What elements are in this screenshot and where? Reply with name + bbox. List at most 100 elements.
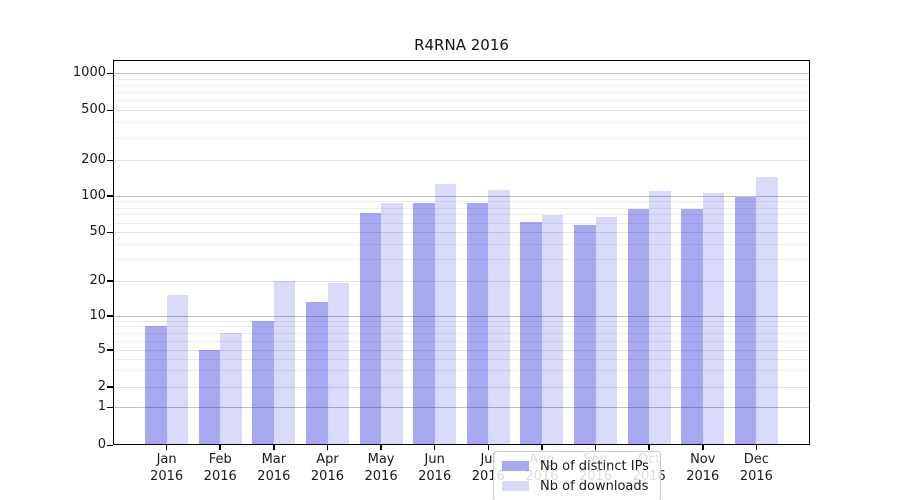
grid-line xyxy=(113,315,810,317)
bar-layer xyxy=(113,60,810,445)
grid-line xyxy=(113,222,810,224)
bar-distinct-ips xyxy=(520,221,542,445)
x-axis-tick-mark xyxy=(487,445,490,450)
x-axis-tick-mark xyxy=(433,445,436,450)
x-axis-tick-label: Dec 2016 xyxy=(739,452,773,484)
bar-distinct-ips xyxy=(252,320,274,445)
y-axis-tick-mark xyxy=(107,315,113,317)
bar-distinct-ips xyxy=(734,197,757,445)
y-axis-tick-label: 10 xyxy=(89,307,106,323)
y-axis-tick-label: 500 xyxy=(81,102,106,117)
grid-line xyxy=(113,243,810,245)
grid-line xyxy=(113,122,810,124)
grid-line xyxy=(113,160,810,161)
legend-swatch-downloads xyxy=(502,481,529,491)
y-axis-tick-mark xyxy=(107,386,113,388)
x-axis-tick-label: Mar 2016 xyxy=(257,452,291,484)
bar-distinct-ips xyxy=(681,209,703,445)
x-axis-tick-label: Jan 2016 xyxy=(150,452,184,484)
grid-line xyxy=(113,358,810,360)
y-axis-tick-mark xyxy=(107,159,113,161)
x-axis-tick-mark xyxy=(165,445,168,450)
grid-line xyxy=(113,280,810,282)
bar-downloads xyxy=(595,216,617,445)
y-axis-tick-label: 5 xyxy=(97,341,106,357)
x-axis-tick-mark xyxy=(380,445,382,450)
y-axis-tick-mark xyxy=(107,109,113,111)
bar-downloads xyxy=(541,215,564,445)
grid-line xyxy=(113,78,810,80)
grid-line xyxy=(113,92,810,93)
y-axis-tick-mark xyxy=(107,444,113,446)
grid-line xyxy=(113,110,810,111)
y-axis-tick-label: 50 xyxy=(89,224,106,239)
grid-line xyxy=(113,370,810,372)
y-axis-tick-label: 20 xyxy=(89,272,106,288)
grid-line xyxy=(113,201,810,203)
x-axis-tick-mark xyxy=(541,445,543,450)
x-axis-tick-mark xyxy=(594,445,597,450)
bar-distinct-ips xyxy=(466,202,489,445)
grid-line xyxy=(113,349,810,351)
grid-line xyxy=(113,207,810,209)
bar-downloads xyxy=(702,193,725,445)
y-axis-tick-label: 2 xyxy=(97,378,106,394)
legend-label-downloads: Nb of downloads xyxy=(540,478,649,494)
legend-label-distinct-ips: Nb of distinct IPs xyxy=(540,458,649,474)
grid-layer xyxy=(113,60,810,445)
x-axis-tick-mark xyxy=(702,445,704,450)
y-axis-tick-mark xyxy=(107,280,113,282)
y-axis-tick-mark xyxy=(107,195,113,197)
y-axis-tick-label: 0 xyxy=(97,437,106,452)
bar-distinct-ips xyxy=(413,202,435,445)
plot-area: Nb of distinct IPs Nb of downloads xyxy=(113,60,810,500)
x-axis-tick-label: Apr 2016 xyxy=(310,452,344,484)
x-axis-tick-label: May 2016 xyxy=(364,452,398,484)
grid-line xyxy=(113,137,810,139)
bar-distinct-ips xyxy=(627,208,650,445)
grid-line xyxy=(113,407,810,408)
x-axis-tick-label: Jun 2016 xyxy=(418,452,452,484)
grid-line xyxy=(113,214,810,216)
grid-line xyxy=(113,326,810,328)
grid-line xyxy=(113,259,810,260)
bar-downloads xyxy=(649,190,671,445)
x-axis-tick-mark xyxy=(219,445,221,450)
x-axis-tick-mark xyxy=(755,445,758,450)
bar-distinct-ips xyxy=(574,225,596,445)
grid-line xyxy=(113,386,810,388)
chart-title: R4RNA 2016 xyxy=(414,36,509,54)
grid-line xyxy=(113,84,810,86)
x-axis-tick-mark xyxy=(273,445,275,450)
bar-distinct-ips xyxy=(306,302,328,445)
bar-distinct-ips xyxy=(145,326,167,445)
bar-downloads xyxy=(756,177,778,445)
y-axis-tick-label: 1 xyxy=(97,399,106,414)
legend-item-distinct-ips: Nb of distinct IPs xyxy=(494,458,660,475)
y-axis-tick-mark xyxy=(107,231,113,233)
legend-item-downloads: Nb of downloads xyxy=(494,478,660,495)
y-axis-tick-mark xyxy=(107,72,113,74)
y-axis-tick-label: 1000 xyxy=(72,65,106,80)
grid-line xyxy=(113,340,810,342)
legend-swatch-distinct-ips xyxy=(502,461,529,471)
y-axis-tick-mark xyxy=(107,349,113,351)
legend: Nb of distinct IPs Nb of downloads xyxy=(493,451,661,500)
bar-downloads xyxy=(488,189,510,445)
grid-line xyxy=(113,333,810,334)
grid-line xyxy=(113,73,810,74)
y-axis-tick-mark xyxy=(107,406,113,408)
bar-downloads xyxy=(166,295,189,445)
bar-downloads xyxy=(273,280,296,445)
y-axis-tick-label: 100 xyxy=(81,187,106,203)
bar-distinct-ips xyxy=(198,349,221,445)
x-axis-tick-label: Feb 2016 xyxy=(203,452,237,484)
bar-downloads xyxy=(381,203,403,445)
grid-line xyxy=(113,320,810,322)
grid-line xyxy=(113,100,810,102)
bar-downloads xyxy=(434,184,457,445)
bar-distinct-ips xyxy=(359,213,382,445)
bar-downloads xyxy=(327,283,349,445)
grid-line xyxy=(113,195,810,197)
